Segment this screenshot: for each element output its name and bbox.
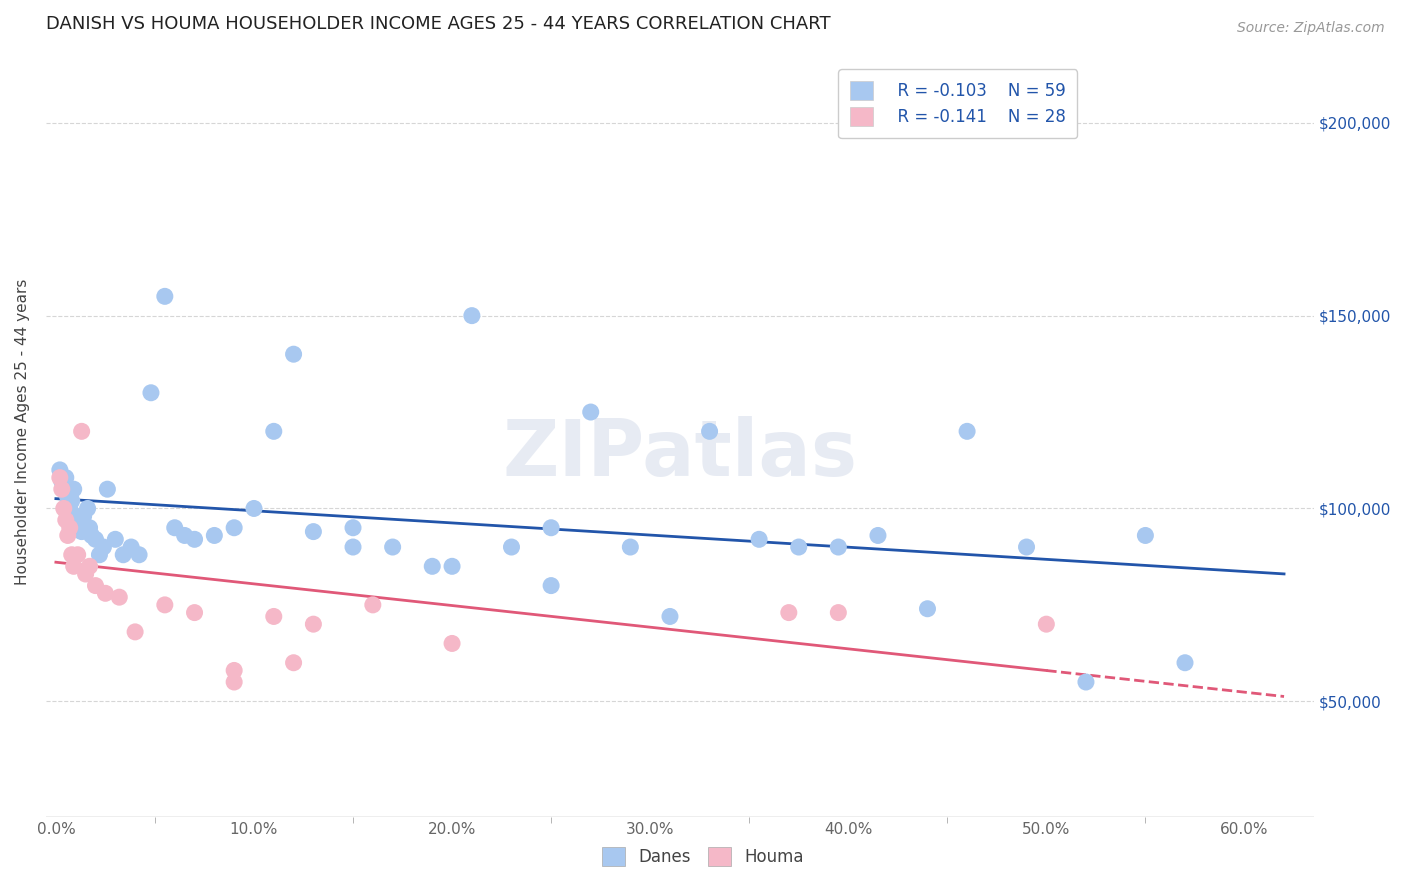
Point [55, 470, 77, 484]
Point [827, 540, 849, 554]
Point [183, 606, 205, 620]
Point [89, 548, 111, 562]
Point [51, 482, 73, 496]
Point [139, 385, 162, 400]
Point [76, 501, 98, 516]
Text: Source: ZipAtlas.com: Source: ZipAtlas.com [1237, 21, 1385, 35]
Point [65, 509, 87, 524]
Point [778, 606, 800, 620]
Point [66, 516, 89, 531]
Point [75, 567, 97, 582]
Point [59, 521, 82, 535]
Point [1074, 675, 1097, 690]
Point [183, 533, 205, 547]
Y-axis label: Householder Income Ages 25 - 44 years: Householder Income Ages 25 - 44 years [15, 278, 30, 584]
Point [124, 624, 146, 639]
Point [153, 598, 176, 612]
Point [75, 521, 97, 535]
Legend:   R = -0.103    N = 59,   R = -0.141    N = 28: R = -0.103 N = 59, R = -0.141 N = 28 [838, 70, 1077, 138]
Point [56, 528, 79, 542]
Point [128, 548, 150, 562]
Point [96, 482, 118, 496]
Point [104, 533, 127, 547]
Point [579, 405, 602, 419]
Point [163, 521, 186, 535]
Point [420, 559, 443, 574]
Point [72, 509, 94, 524]
Point [827, 606, 849, 620]
Point [342, 521, 364, 535]
Point [79, 559, 101, 574]
Point [70, 425, 93, 439]
Point [342, 540, 364, 554]
Point [1174, 656, 1197, 670]
Point [748, 533, 770, 547]
Text: DANISH VS HOUMA HOUSEHOLDER INCOME AGES 25 - 44 YEARS CORRELATION CHART: DANISH VS HOUMA HOUSEHOLDER INCOME AGES … [46, 15, 831, 33]
Point [69, 513, 91, 527]
Point [361, 598, 384, 612]
Point [202, 528, 225, 542]
Point [1035, 617, 1057, 632]
Point [55, 513, 77, 527]
Point [619, 540, 641, 554]
Point [263, 425, 285, 439]
Point [866, 528, 889, 542]
Point [224, 664, 246, 678]
Point [1135, 528, 1157, 542]
Point [501, 540, 523, 554]
Point [84, 579, 107, 593]
Point [1015, 540, 1038, 554]
Point [60, 493, 83, 508]
Point [120, 540, 142, 554]
Point [302, 524, 325, 539]
Point [153, 289, 176, 303]
Point [51, 475, 73, 489]
Point [62, 559, 84, 574]
Legend: Danes, Houma: Danes, Houma [595, 840, 811, 873]
Point [917, 601, 939, 615]
Point [59, 501, 82, 516]
Point [70, 524, 93, 539]
Point [540, 579, 562, 593]
Point [699, 425, 721, 439]
Point [108, 590, 131, 604]
Point [80, 528, 103, 542]
Point [956, 425, 979, 439]
Point [66, 548, 89, 562]
Point [93, 540, 115, 554]
Point [441, 636, 464, 650]
Point [60, 548, 83, 562]
Point [381, 540, 404, 554]
Point [112, 548, 135, 562]
Point [62, 482, 84, 496]
Point [283, 656, 305, 670]
Point [52, 501, 75, 516]
Point [243, 501, 266, 516]
Point [173, 528, 195, 542]
Text: ZIPatlas: ZIPatlas [502, 417, 858, 492]
Point [94, 586, 117, 600]
Point [49, 463, 72, 477]
Point [787, 540, 810, 554]
Point [540, 521, 562, 535]
Point [224, 675, 246, 690]
Point [84, 533, 107, 547]
Point [461, 309, 484, 323]
Point [283, 347, 305, 361]
Point [659, 609, 682, 624]
Point [224, 521, 246, 535]
Point [79, 521, 101, 535]
Point [302, 617, 325, 632]
Point [56, 490, 79, 504]
Point [52, 482, 75, 496]
Point [263, 609, 285, 624]
Point [49, 470, 72, 484]
Point [441, 559, 464, 574]
